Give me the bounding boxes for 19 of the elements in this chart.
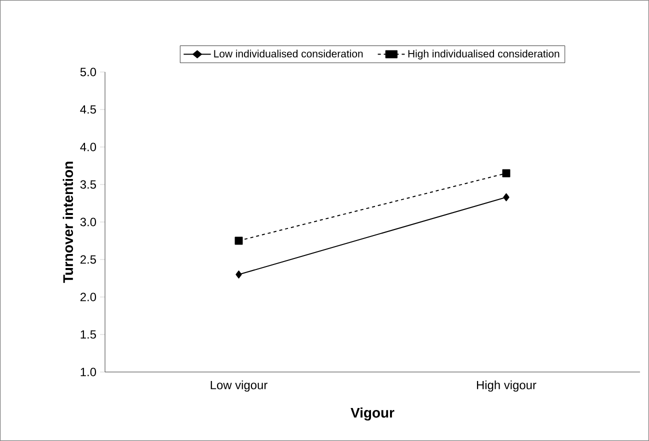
y-tick-label: 4.0: [80, 142, 96, 152]
point: [234, 236, 243, 245]
y-tick-label: 2.0: [80, 292, 96, 302]
y-tick-label: 3.0: [80, 218, 96, 226]
legend-label: Low individualised consideration: [214, 50, 363, 58]
x-tick-label: Low vigour: [210, 380, 268, 392]
x-tick-label: High vigour: [477, 380, 536, 392]
point: [503, 193, 510, 202]
legend-label: High individualised consideration: [408, 50, 560, 60]
y-tick-label: 1.0: [80, 368, 96, 376]
x-axis-title: Vigour: [350, 407, 394, 421]
point: [502, 169, 510, 178]
point: [236, 270, 242, 278]
y-tick-label: 1.5: [80, 330, 96, 339]
y-axis-title: Turnover intention: [62, 162, 74, 283]
y-tick-label: 5.0: [80, 68, 96, 76]
y-tick-label: 3.5: [80, 180, 96, 189]
y-tick-label: 4.5: [80, 105, 96, 114]
y-tick-label: 2.5: [80, 255, 96, 264]
